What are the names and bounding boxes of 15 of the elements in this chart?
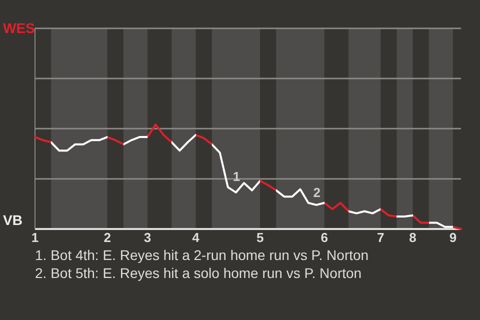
x-tick-label: 8 — [409, 230, 416, 245]
annotation: 2 — [313, 184, 321, 200]
text: 2. Bot 5th: E. Reyes hit a solo home run vs P. Norton — [35, 265, 362, 281]
x-tick-label: 9 — [449, 230, 457, 245]
x-tick-label: 5 — [256, 230, 264, 245]
annotation: 1 — [232, 169, 240, 184]
x-tick-label: 4 — [192, 230, 200, 245]
x-tick-label: 7 — [377, 230, 384, 245]
x-tick-label: 6 — [320, 230, 328, 245]
x-tick-label: 2 — [104, 230, 111, 245]
x-tick-label: 1 — [31, 230, 39, 245]
text: 1. Bot 4th: E. Reyes hit a 2-run home run vs P. Norton — [35, 247, 369, 263]
text: VB — [3, 212, 22, 228]
text: WES — [3, 20, 35, 36]
x-tick-label: 3 — [144, 230, 152, 245]
